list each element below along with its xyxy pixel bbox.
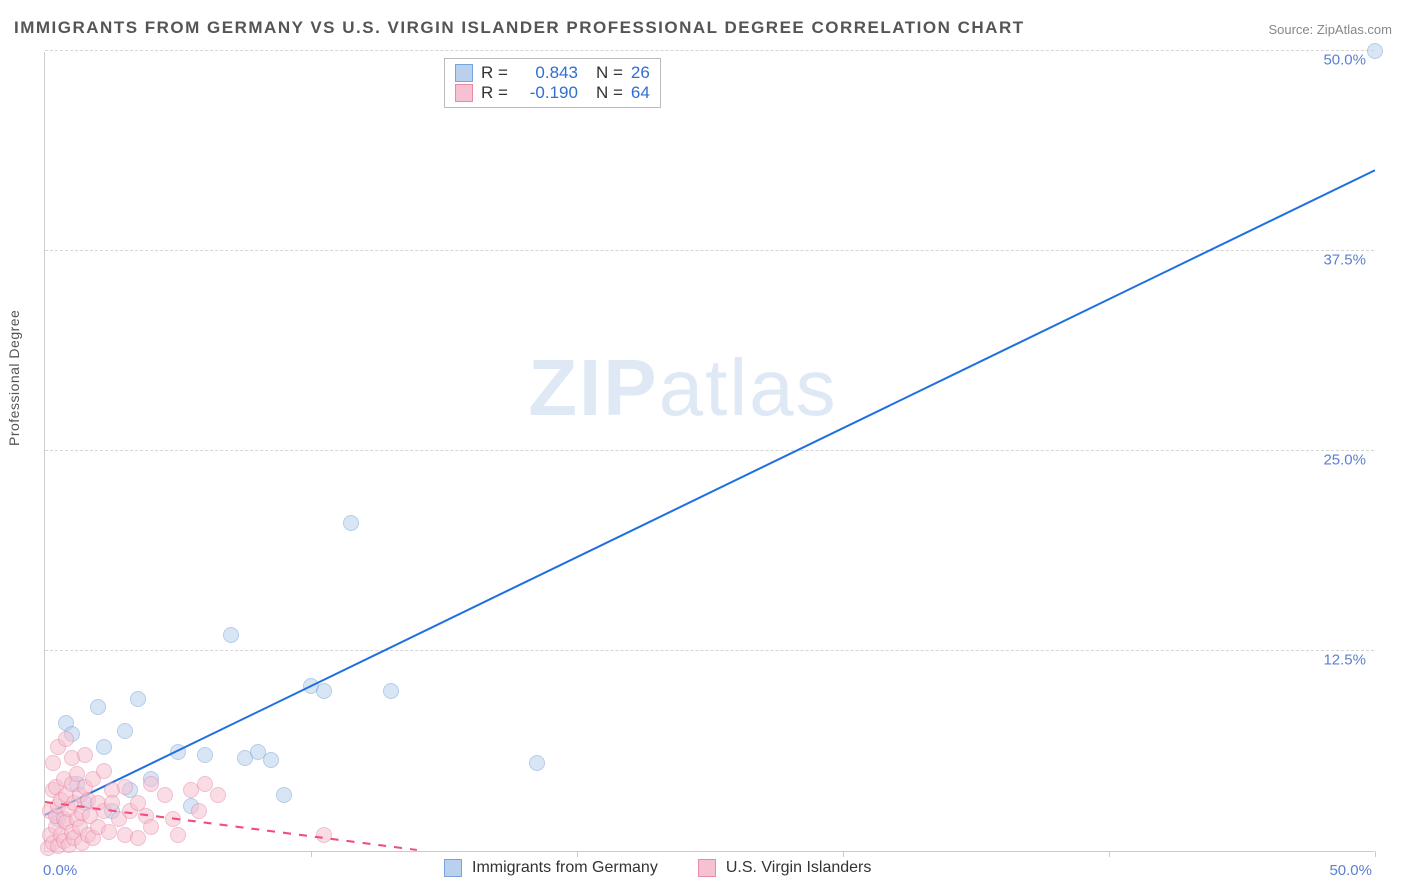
gridline [45,650,1374,651]
usvi-marker [117,779,133,795]
watermark-atlas: atlas [659,343,838,432]
chart-title: IMMIGRANTS FROM GERMANY VS U.S. VIRGIN I… [14,18,1025,38]
usvi-marker [130,830,146,846]
gridline [45,50,1374,51]
usvi-marker [143,819,159,835]
legend-series-label: Immigrants from Germany [472,859,658,877]
series-legend: Immigrants from Germany U.S. Virgin Islan… [444,859,901,877]
source-attribution: Source: ZipAtlas.com [1268,22,1392,37]
usvi-marker [197,776,213,792]
germany-marker [383,683,399,699]
correlation-legend: R = 0.843 N = 26 R = -0.190 N = 64 [444,58,661,108]
usvi-marker [77,747,93,763]
legend-r-value: 0.843 [516,63,578,83]
usvi-marker [210,787,226,803]
legend-row: R = 0.843 N = 26 [455,63,650,83]
usvi-marker [45,755,61,771]
source-prefix: Source: [1268,22,1316,37]
usvi-marker [191,803,207,819]
germany-trend-line [45,169,1376,816]
legend-row: R = -0.190 N = 64 [455,83,650,103]
germany-marker [263,752,279,768]
germany-marker [90,699,106,715]
legend-swatch [455,84,473,102]
x-tick [843,851,844,857]
legend-n-label: N = [596,63,623,83]
gridline [45,250,1374,251]
legend-r-value: -0.190 [516,83,578,103]
usvi-marker [143,776,159,792]
germany-marker [529,755,545,771]
watermark-zip: ZIP [528,343,658,432]
y-tick-label: 25.0% [1323,452,1366,469]
germany-marker [316,683,332,699]
y-tick-label: 50.0% [1323,52,1366,69]
x-tick [1109,851,1110,857]
germany-marker [343,515,359,531]
x-max-label: 50.0% [1329,862,1372,879]
legend-series-label: U.S. Virgin Islanders [726,859,872,877]
germany-marker [130,691,146,707]
legend-swatch [698,859,716,877]
germany-marker [223,627,239,643]
x-tick [577,851,578,857]
germany-marker [276,787,292,803]
usvi-marker [96,763,112,779]
legend-r-label: R = [481,83,508,103]
legend-r-label: R = [481,63,508,83]
x-tick [311,851,312,857]
usvi-marker [58,731,74,747]
gridline [45,450,1374,451]
germany-marker [96,739,112,755]
chart-container: IMMIGRANTS FROM GERMANY VS U.S. VIRGIN I… [0,0,1406,892]
legend-swatch [455,64,473,82]
plot-area: ZIPatlas 12.5%25.0%37.5%50.0%0.0%50.0%R … [44,52,1374,852]
y-tick-label: 12.5% [1323,652,1366,669]
usvi-marker [101,824,117,840]
usvi-marker [157,787,173,803]
germany-marker [117,723,133,739]
y-axis-label: Professional Degree [6,310,22,446]
x-tick [1375,851,1376,857]
usvi-marker [316,827,332,843]
source-link[interactable]: ZipAtlas.com [1317,22,1392,37]
germany-marker [1367,43,1383,59]
x-origin-label: 0.0% [43,862,77,879]
germany-marker [197,747,213,763]
legend-swatch [444,859,462,877]
y-tick-label: 37.5% [1323,252,1366,269]
watermark: ZIPatlas [528,342,837,434]
legend-n-label: N = [596,83,623,103]
usvi-marker [170,827,186,843]
legend-n-value: 26 [631,63,650,83]
legend-n-value: 64 [631,83,650,103]
